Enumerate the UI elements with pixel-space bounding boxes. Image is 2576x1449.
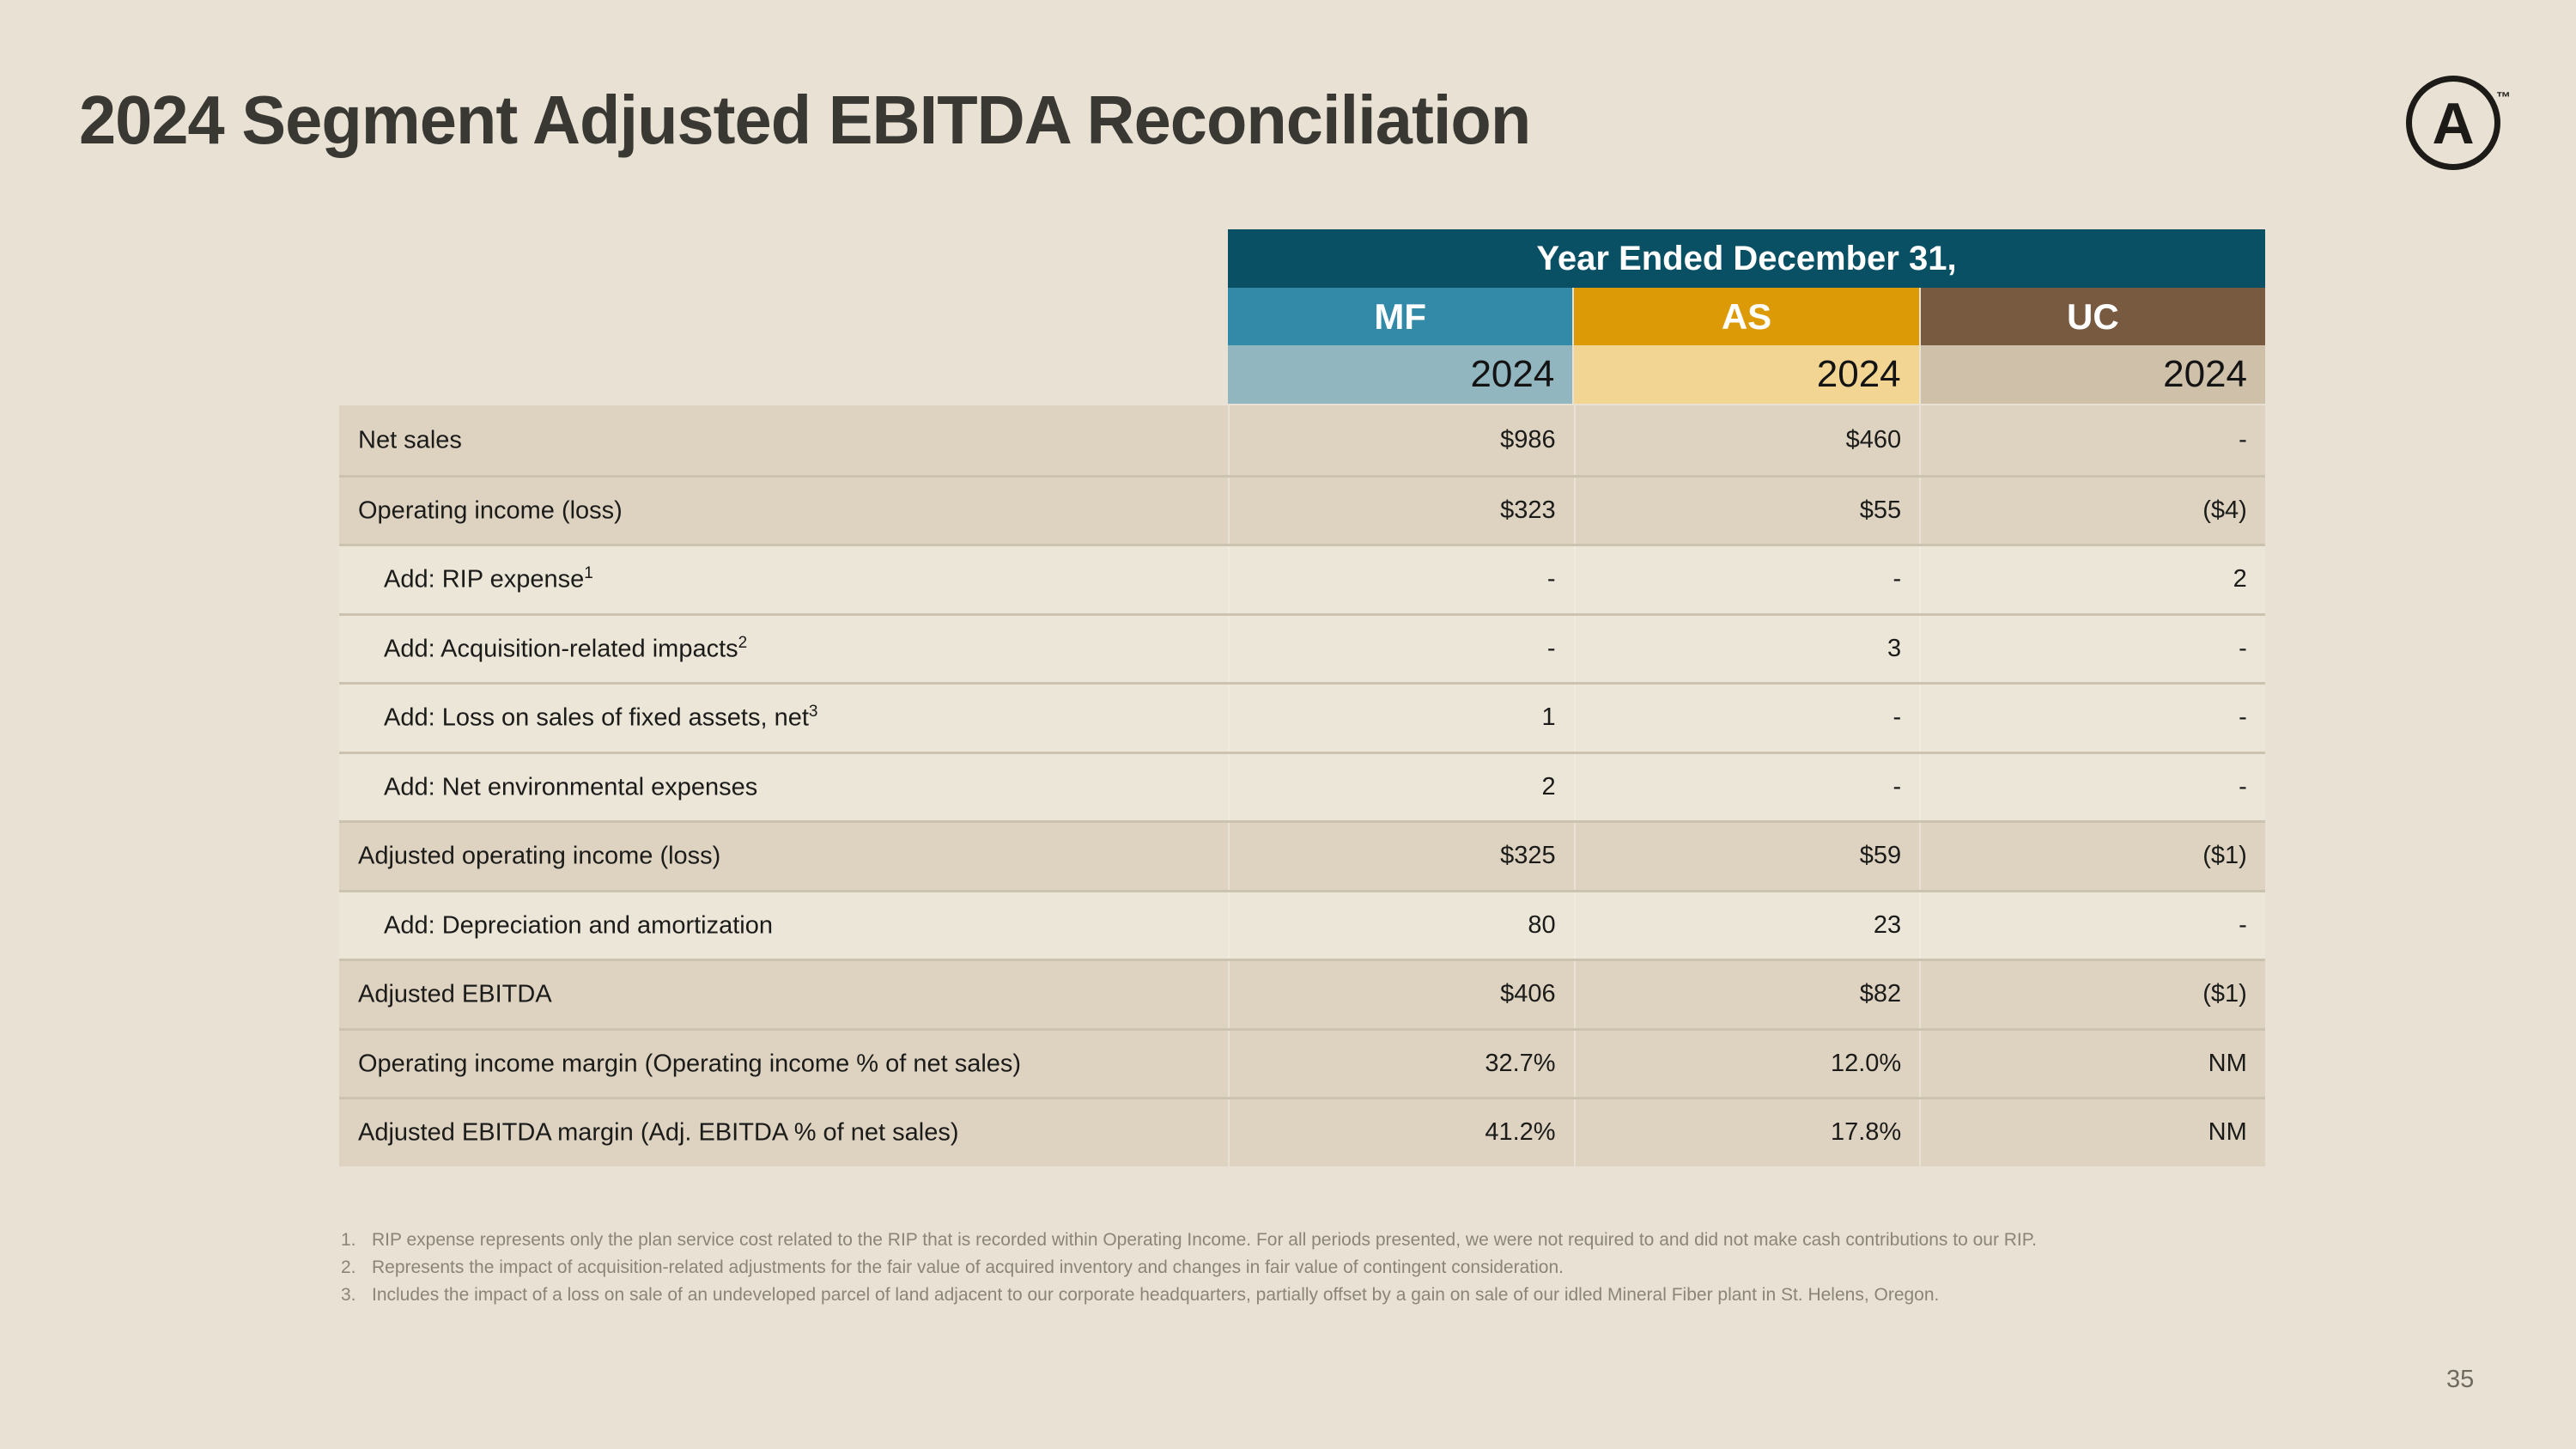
row-label-text: Adjusted EBITDA <box>358 981 552 1009</box>
row-label: Add: Depreciation and amortization <box>339 910 1228 941</box>
footnote-2: 2. Represents the impact of acquisition-… <box>341 1254 2290 1282</box>
table-row: Operating income (loss) $323 $55 ($4) <box>339 474 2265 544</box>
table-row: Add: RIP expense1 - - 2 <box>339 544 2265 613</box>
table-row: Add: Depreciation and amortization 80 23… <box>339 889 2265 959</box>
row-label-text: Adjusted operating income (loss) <box>358 843 721 871</box>
footnote-ref: 1 <box>584 564 593 583</box>
cell-as-value: 3 <box>1573 615 1920 682</box>
cell-uc-value: - <box>1919 685 2265 752</box>
page-title: 2024 Segment Adjusted EBITDA Reconciliat… <box>79 82 1531 158</box>
cell-mf-value: - <box>1228 546 1574 613</box>
row-label-text: Net sales <box>358 426 462 454</box>
row-label: Add: Net environmental expenses <box>339 772 1228 802</box>
trademark-symbol: ™ <box>2496 89 2511 106</box>
cell-uc-value: - <box>1919 753 2265 820</box>
row-label: Add: Loss on sales of fixed assets, net3 <box>339 703 1228 733</box>
row-label: Add: Acquisition-related impacts2 <box>339 634 1228 664</box>
footnote-3: 3. Includes the impact of a loss on sale… <box>341 1282 2290 1309</box>
cell-as-value: 12.0% <box>1573 1030 1920 1097</box>
row-label-text: Add: Depreciation and amortization <box>384 911 773 940</box>
segment-header-mf: MF <box>1228 288 1573 345</box>
cell-uc-value: ($1) <box>1919 823 2265 890</box>
cell-uc-value: - <box>1919 615 2265 682</box>
footnote-marker: 1. <box>341 1230 356 1250</box>
cell-as-value: $460 <box>1573 405 1920 475</box>
row-label: Operating income (loss) <box>339 496 1228 526</box>
cell-uc-value: 2 <box>1919 546 2265 613</box>
cell-as-value: - <box>1573 753 1920 820</box>
table-body: Net sales $986 $460 - Operating income (… <box>339 405 2265 1166</box>
footnote-text: Includes the impact of a loss on sale of… <box>372 1285 1940 1305</box>
cell-uc-value: NM <box>1919 1099 2265 1166</box>
cell-mf-value: - <box>1228 615 1574 682</box>
company-logo: A ™ <box>2406 76 2511 170</box>
footnotes: 1. RIP expense represents only the plan … <box>341 1227 2290 1309</box>
table-row: Adjusted EBITDA margin (Adj. EBITDA % of… <box>339 1097 2265 1166</box>
segment-header-uc: UC <box>1920 288 2265 345</box>
footnote-marker: 2. <box>341 1257 356 1277</box>
row-label: Adjusted operating income (loss) <box>339 841 1228 871</box>
cell-as-value: $59 <box>1573 823 1920 890</box>
logo-letter: A <box>2432 91 2475 156</box>
cell-as-value: - <box>1573 546 1920 613</box>
table-row: Net sales $986 $460 - <box>339 405 2265 475</box>
page-number: 35 <box>2446 1366 2475 1393</box>
cell-mf-value: $406 <box>1228 961 1574 1028</box>
cell-mf-value: 80 <box>1228 892 1574 959</box>
year-header-as: 2024 <box>1574 345 1919 404</box>
row-label-text: Adjusted EBITDA margin (Adj. EBITDA % of… <box>358 1119 959 1148</box>
row-label: Add: RIP expense1 <box>339 564 1228 594</box>
cell-mf-value: 1 <box>1228 685 1574 752</box>
table-row: Add: Net environmental expenses 2 - - <box>339 751 2265 820</box>
row-label-text: Operating income (loss) <box>358 496 623 525</box>
year-header-mf: 2024 <box>1228 345 1573 404</box>
cell-as-value: 23 <box>1573 892 1920 959</box>
footnote-ref: 2 <box>738 633 748 652</box>
footnote-1: 1. RIP expense represents only the plan … <box>341 1227 2290 1254</box>
row-label: Operating income margin (Operating incom… <box>339 1049 1228 1079</box>
cell-mf-value: 2 <box>1228 753 1574 820</box>
year-header-row: 2024 2024 2024 <box>1228 345 2265 404</box>
footnote-marker: 3. <box>341 1285 356 1305</box>
row-label: Adjusted EBITDA <box>339 979 1228 1009</box>
row-label: Net sales <box>339 425 1228 455</box>
cell-uc-value: ($4) <box>1919 477 2265 544</box>
cell-as-value: $55 <box>1573 477 1920 544</box>
row-label-text: Add: Net environmental expenses <box>384 773 758 801</box>
cell-uc-value: - <box>1919 892 2265 959</box>
logo-circle-a-icon: A <box>2406 76 2500 170</box>
row-label-text: Add: Loss on sales of fixed assets, net <box>384 704 809 733</box>
footnote-text: RIP expense represents only the plan ser… <box>372 1230 2037 1250</box>
cell-mf-value: 41.2% <box>1228 1099 1574 1166</box>
row-label-text: Add: Acquisition-related impacts <box>384 635 738 663</box>
cell-uc-value: NM <box>1919 1030 2265 1097</box>
cell-uc-value: ($1) <box>1919 961 2265 1028</box>
cell-mf-value: $325 <box>1228 823 1574 890</box>
cell-mf-value: $323 <box>1228 477 1574 544</box>
table-row: Add: Acquisition-related impacts2 - 3 - <box>339 612 2265 682</box>
row-label-text: Add: RIP expense <box>384 566 585 594</box>
year-header-uc: 2024 <box>1920 345 2265 404</box>
cell-as-value: - <box>1573 685 1920 752</box>
reconciliation-table: Year Ended December 31, MF AS UC 2024 20… <box>339 229 2265 1166</box>
segment-header-row: MF AS UC <box>1228 288 2265 345</box>
footnote-ref: 3 <box>808 703 818 721</box>
table-row: Adjusted EBITDA $406 $82 ($1) <box>339 959 2265 1028</box>
footnote-text: Represents the impact of acquisition-rel… <box>372 1257 1564 1277</box>
table-header-span: Year Ended December 31, <box>1228 229 2265 288</box>
cell-as-value: 17.8% <box>1573 1099 1920 1166</box>
row-label-text: Operating income margin (Operating incom… <box>358 1050 1022 1078</box>
cell-uc-value: - <box>1919 405 2265 475</box>
cell-mf-value: 32.7% <box>1228 1030 1574 1097</box>
row-label: Adjusted EBITDA margin (Adj. EBITDA % of… <box>339 1117 1228 1148</box>
table-row: Adjusted operating income (loss) $325 $5… <box>339 820 2265 890</box>
cell-mf-value: $986 <box>1228 405 1574 475</box>
table-row: Add: Loss on sales of fixed assets, net3… <box>339 682 2265 752</box>
segment-header-as: AS <box>1574 288 1919 345</box>
cell-as-value: $82 <box>1573 961 1920 1028</box>
table-row: Operating income margin (Operating incom… <box>339 1027 2265 1097</box>
